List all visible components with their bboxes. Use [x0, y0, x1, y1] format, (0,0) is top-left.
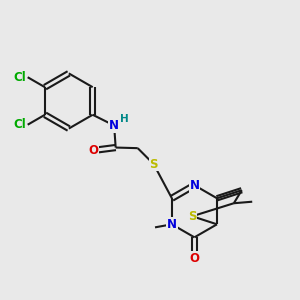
Text: S: S [188, 210, 196, 223]
Text: N: N [109, 119, 119, 132]
Text: Cl: Cl [14, 118, 26, 131]
Text: N: N [167, 218, 177, 231]
Text: H: H [120, 114, 128, 124]
Text: O: O [88, 143, 98, 157]
Text: S: S [149, 158, 158, 171]
Text: N: N [189, 179, 200, 192]
Text: O: O [189, 252, 200, 265]
Text: Cl: Cl [14, 71, 26, 84]
